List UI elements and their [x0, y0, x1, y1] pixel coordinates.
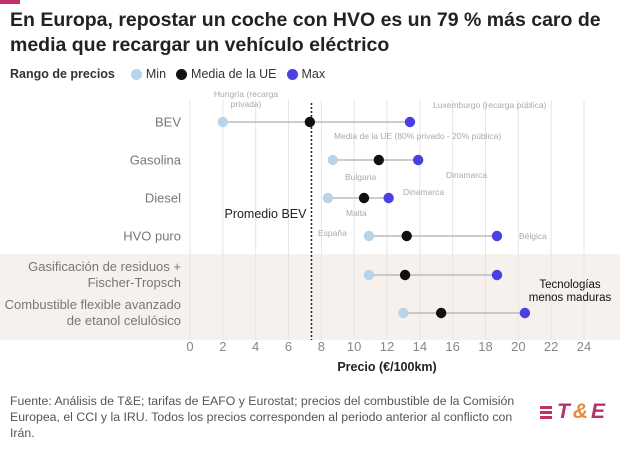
dot-max: [491, 269, 503, 281]
x-tick-label: 10: [347, 339, 361, 354]
legend-label-max: Max: [301, 67, 326, 81]
annotation: Hungría (recarga privada): [214, 89, 279, 109]
x-tick-label: 24: [577, 339, 591, 354]
annotation: Bélgica: [519, 231, 547, 241]
logo-amp: &: [572, 400, 588, 423]
dot-media-de-la-ue: [401, 230, 412, 242]
x-tick-label: 16: [445, 339, 459, 354]
logo-bars-icon: [540, 405, 552, 419]
legend: Rango de precios Min Media de la UE Max: [10, 67, 325, 81]
x-axis-label: Precio (€/100km): [337, 360, 436, 374]
annotation: Luxemburgo (recarga pública): [433, 100, 547, 110]
dot-media-de-la-ue: [358, 192, 370, 204]
dot-media-de-la-ue: [399, 269, 411, 281]
x-tick-label: 12: [380, 339, 394, 354]
legend-label-min: Min: [145, 67, 167, 81]
logo-e: E: [591, 400, 606, 423]
category-label: Diesel: [145, 191, 181, 206]
legend-title: Rango de precios: [10, 67, 115, 81]
dot-max: [519, 307, 531, 319]
reference-line-label: Promedio BEV: [224, 207, 307, 221]
category-label: BEV: [155, 115, 181, 130]
dot-min: [322, 192, 334, 204]
dot-media-de-la-ue: [435, 307, 447, 319]
legend-swatch-max: [286, 68, 298, 80]
dot-max: [404, 116, 416, 128]
x-tick-label: 4: [252, 339, 259, 354]
annotation: Bulgaria: [345, 172, 376, 182]
legend-label-mean: Media de la UE: [191, 67, 277, 81]
x-tick-label: 8: [318, 339, 325, 354]
shaded-group-label: Tecnologías menos maduras: [529, 279, 612, 304]
te-logo: T & E: [540, 400, 605, 424]
annotation: Dinamarca: [446, 170, 487, 180]
category-label: Combustible flexible avanzado de etanol c…: [5, 297, 181, 328]
x-tick-label: 14: [413, 339, 427, 354]
x-tick-label: 6: [285, 339, 292, 354]
dot-media-de-la-ue: [373, 154, 384, 166]
chart-title: En Europa, repostar un coche con HVO es …: [10, 9, 601, 56]
legend-swatch-min: [130, 68, 142, 80]
x-tick-label: 18: [478, 339, 492, 354]
shaded-group-band: [0, 254, 620, 340]
annotation: Media de la UE (80% privado - 20% públic…: [334, 131, 501, 141]
brand-accent-bar: [0, 0, 20, 4]
category-label: Gasolina: [130, 153, 182, 168]
annotation: Dinamarca: [403, 187, 444, 197]
x-tick-label: 22: [544, 339, 558, 354]
category-label: Gasificación de residuos + Fischer-Tropsc…: [28, 259, 181, 290]
dot-max: [412, 154, 424, 166]
annotation: Malta: [346, 208, 367, 218]
dot-min: [398, 307, 409, 319]
dot-max: [383, 192, 394, 204]
legend-swatch-mean: [176, 68, 188, 80]
dot-min: [363, 230, 375, 242]
x-tick-label: 0: [186, 339, 193, 354]
x-tick-label: 20: [511, 339, 525, 354]
dot-max: [491, 230, 503, 242]
dot-min: [327, 154, 339, 166]
dot-min: [363, 269, 375, 281]
dot-media-de-la-ue: [304, 116, 316, 128]
source-note: Fuente: Análisis de T&E; tarifas de EAFO…: [10, 394, 515, 440]
logo-t: T: [557, 400, 570, 423]
dot-min: [217, 116, 229, 128]
x-tick-label: 2: [219, 339, 226, 354]
category-label: HVO puro: [123, 229, 181, 244]
annotation: España: [318, 228, 347, 238]
